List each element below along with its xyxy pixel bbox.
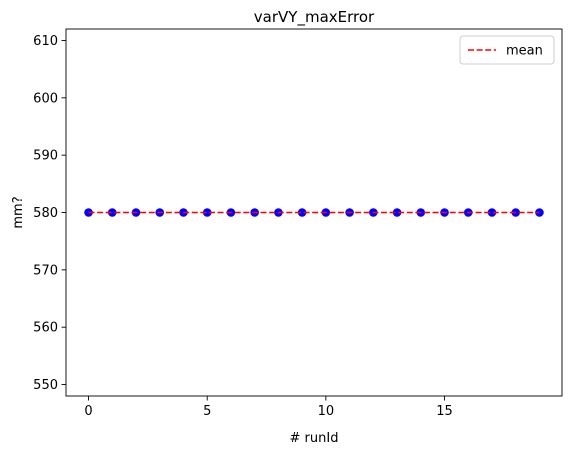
y-tick-label: 560	[33, 321, 58, 336]
y-axis-label: mm?	[11, 196, 26, 228]
legend: mean	[459, 35, 555, 65]
x-tick-label: 10	[318, 404, 335, 419]
legend-box	[459, 35, 555, 65]
x-axis-ticks: 0 5 10 15	[84, 396, 453, 419]
legend-label-mean: mean	[506, 44, 543, 59]
y-axis-ticks: 550 560 570 580 590 600 610	[33, 34, 66, 393]
data-point	[392, 208, 402, 217]
y-tick-label: 550	[33, 378, 58, 393]
x-axis-label: # runId	[290, 431, 339, 446]
data-point	[107, 208, 117, 217]
x-tick-label: 5	[203, 404, 211, 419]
chart-title: varVY_maxError	[254, 8, 375, 27]
y-tick-label: 590	[33, 149, 58, 164]
y-tick-label: 570	[33, 263, 58, 278]
y-tick-label: 610	[33, 34, 58, 49]
y-tick-label: 580	[33, 206, 58, 221]
data-point	[297, 208, 307, 217]
x-tick-label: 0	[84, 404, 92, 419]
data-point	[202, 208, 212, 217]
x-tick-label: 15	[436, 404, 453, 419]
data-point	[487, 208, 497, 217]
plot-area	[65, 28, 563, 397]
y-tick-label: 600	[33, 91, 58, 106]
